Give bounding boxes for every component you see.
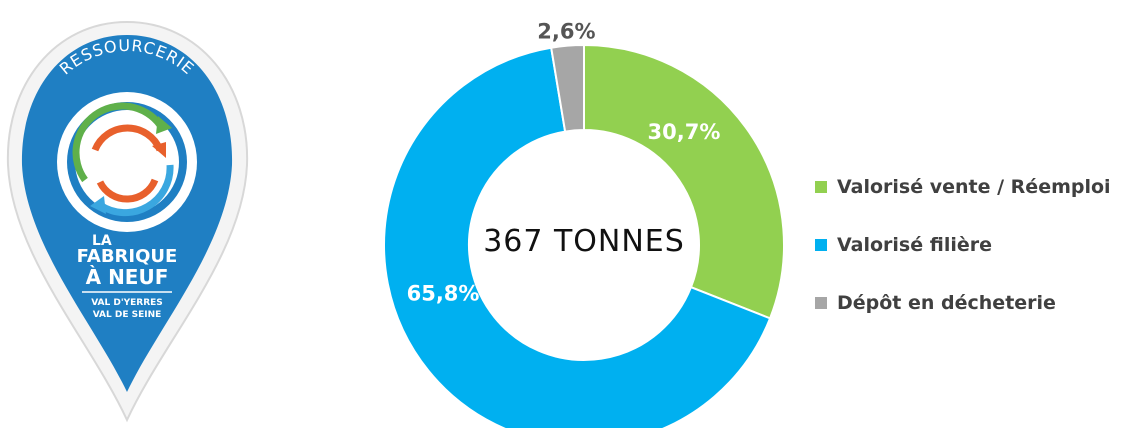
legend-swatch-0 (815, 181, 827, 193)
donut-slice-label-1: 65,8% (407, 281, 480, 305)
legend-label-0: Valorisé vente / Réemploi (837, 176, 1111, 198)
donut-slice-2 (550, 43, 585, 133)
legend-item-1: Valorisé filière (815, 230, 1111, 260)
legend-swatch-2 (815, 297, 827, 309)
legend-swatch-1 (815, 239, 827, 251)
legend-item-2: Dépôt en décheterie (815, 288, 1111, 318)
donut-slice-1 (383, 46, 772, 428)
donut-chart: 30,7% 65,8% 2,6% 367 TONNES (383, 20, 785, 428)
donut-slice-label-2: 2,6% (537, 20, 595, 44)
logo-line-3: À NEUF (86, 265, 169, 289)
legend-item-0: Valorisé vente / Réemploi (815, 172, 1111, 202)
logo-line-5: VAL DE SEINE (93, 310, 162, 320)
logo-line-4: VAL D'YERRES (91, 298, 163, 308)
chart-legend: Valorisé vente / Réemploi Valorisé filièr… (815, 172, 1111, 346)
donut-center-label: 367 TONNES (483, 224, 685, 259)
legend-label-1: Valorisé filière (837, 234, 992, 256)
logo-line-1: LA (92, 233, 112, 249)
legend-label-2: Dépôt en décheterie (837, 292, 1056, 314)
donut-slice-0 (583, 43, 785, 320)
ressourcerie-logo: RESSOURCERIE LA FABRIQUE À NEUF VAL D'YE… (6, 20, 249, 423)
donut-slice-label-0: 30,7% (648, 120, 721, 144)
logo-line-2: FABRIQUE (77, 246, 178, 267)
